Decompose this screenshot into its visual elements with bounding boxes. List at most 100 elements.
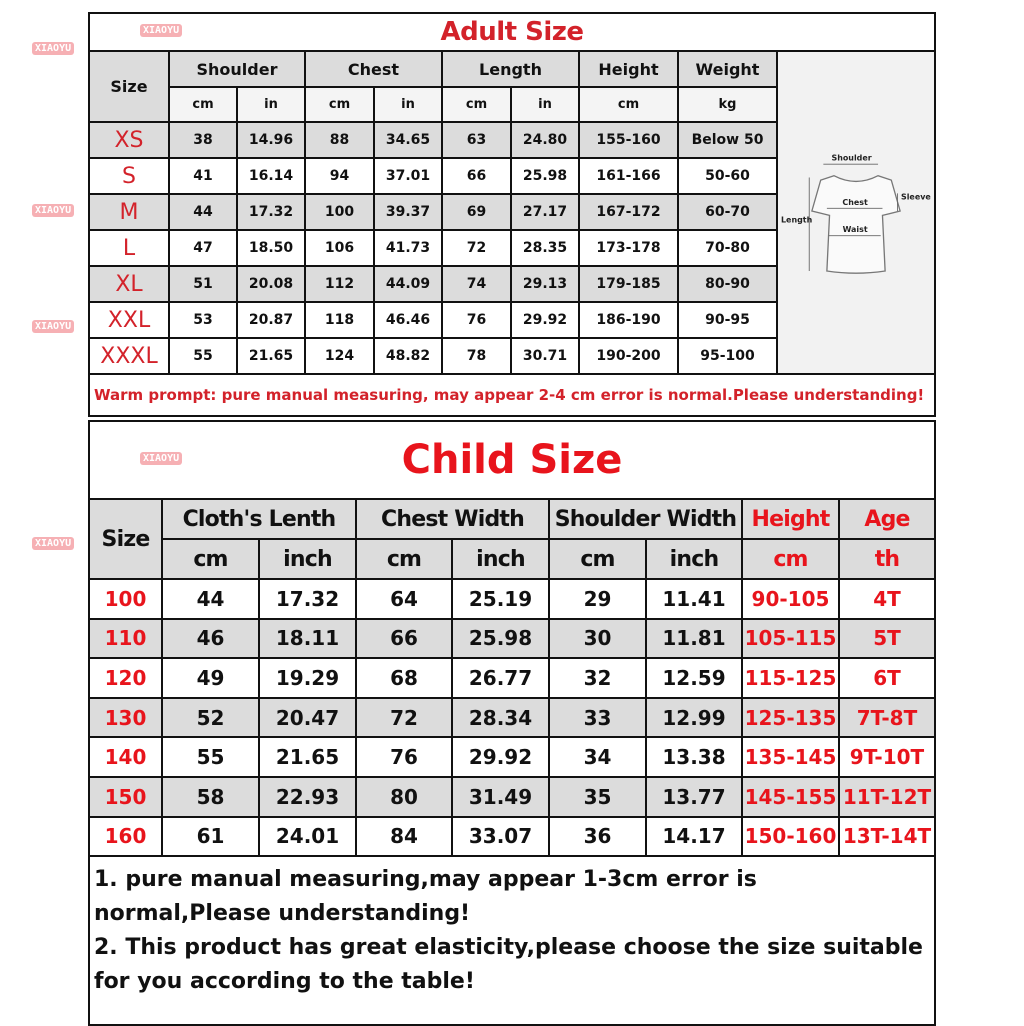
table-row: XXL 53 20.87 118 46.46 76 29.92 186-190 90-95 <box>88 301 935 339</box>
value-cell: 72 <box>441 229 512 267</box>
value-cell: 14.96 <box>236 121 306 159</box>
unit-header: cm <box>355 538 453 580</box>
value-cell: 135-145 <box>741 736 840 778</box>
value-cell: 74 <box>441 265 512 303</box>
value-cell: 161-166 <box>578 157 679 195</box>
value-cell: 88 <box>304 121 375 159</box>
watermark: XIAOYU <box>140 452 183 465</box>
value-cell: 31.49 <box>451 775 550 818</box>
title-row: Adult Size <box>87 12 937 52</box>
unit-header: cm <box>578 86 679 123</box>
value-cell: 44 <box>161 578 260 620</box>
unit-header: in <box>236 86 306 123</box>
size-cell: XL <box>88 265 170 303</box>
value-cell: 60-70 <box>677 193 778 231</box>
column-group-header: Weight <box>677 50 778 88</box>
diagram-label: Sleeves <box>901 192 931 201</box>
unit-header: cm <box>548 538 647 580</box>
value-cell: 155-160 <box>578 121 679 159</box>
size-cell: L <box>88 229 170 267</box>
value-cell: 167-172 <box>578 193 679 231</box>
note-line: 2. This product has great elasticity,ple… <box>94 935 923 995</box>
value-cell: 17.32 <box>258 578 357 620</box>
value-cell: 25.98 <box>510 157 580 195</box>
unit-header: in <box>510 86 580 123</box>
value-cell: 41.73 <box>373 229 443 267</box>
column-group-header: Chest <box>304 50 443 88</box>
table-row: 160 61 24.01 84 33.07 36 14.17 150-160 13T-14T <box>88 815 936 858</box>
value-cell: 68 <box>355 657 453 699</box>
value-cell: 47 <box>168 229 238 267</box>
notes-row: 1. pure manual measuring,may appear 1-3c… <box>88 855 936 1026</box>
value-cell: 78 <box>441 337 512 375</box>
unit-header: kg <box>677 86 778 123</box>
value-cell: 66 <box>355 617 453 660</box>
column-group-header: Length <box>441 50 580 88</box>
unit-row: cm inch cm inch cm inch cm th <box>89 538 936 580</box>
column-group-header: Chest Width <box>355 498 550 540</box>
value-cell: 7T-8T <box>838 696 936 739</box>
value-cell: 35 <box>548 775 647 818</box>
value-cell: 29.92 <box>451 736 550 778</box>
value-cell: 105-115 <box>741 617 840 660</box>
value-cell: 26.77 <box>451 657 550 699</box>
unit-header: cm <box>161 538 260 580</box>
diagram-label: Length <box>781 215 813 224</box>
value-cell: 100 <box>304 193 375 231</box>
value-cell: 90-105 <box>741 578 840 620</box>
value-cell: 37.01 <box>373 157 443 195</box>
table-row: 130 52 20.47 72 28.34 33 12.99 125-135 7T-8T <box>88 696 936 739</box>
value-cell: 29.92 <box>510 301 580 339</box>
value-cell: 46.46 <box>373 301 443 339</box>
adult-title: Adult Size <box>87 12 937 52</box>
child-size-table: Child Size Size Cloth's Lenth Chest Width Sh… <box>88 420 936 1026</box>
size-cell: 120 <box>88 657 163 699</box>
value-cell: Below 50 <box>677 121 778 159</box>
size-header: Size <box>88 50 170 123</box>
value-cell: 69 <box>441 193 512 231</box>
value-cell: 17.32 <box>236 193 306 231</box>
size-cell: S <box>88 157 170 195</box>
value-cell: 70-80 <box>677 229 778 267</box>
value-cell: 20.08 <box>236 265 306 303</box>
table-row: 150 58 22.93 80 31.49 35 13.77 145-155 11T-12T <box>88 775 936 818</box>
value-cell: 76 <box>441 301 512 339</box>
value-cell: 5T <box>838 617 936 660</box>
table-row: 110 46 18.11 66 25.98 30 11.81 105-115 5T <box>88 617 936 660</box>
unit-header: cm <box>304 86 375 123</box>
value-cell: 64 <box>355 578 453 620</box>
diagram-label: Shoulder <box>832 153 872 162</box>
size-cell: XS <box>88 121 170 159</box>
adult-size-table: Adult Size Size Shoulder Chest Length Height W… <box>87 12 937 417</box>
unit-header: cm <box>441 86 512 123</box>
value-cell: 18.11 <box>258 617 357 660</box>
size-cell: M <box>88 193 170 231</box>
value-cell: 28.34 <box>451 696 550 739</box>
value-cell: 90-95 <box>677 301 778 339</box>
value-cell: 55 <box>161 736 260 778</box>
watermark: XIAOYU <box>32 537 75 550</box>
child-title: Child Size <box>88 420 936 500</box>
value-cell: 173-178 <box>578 229 679 267</box>
value-cell: 20.47 <box>258 696 357 739</box>
value-cell: 55 <box>168 337 238 375</box>
size-cell: 160 <box>88 815 163 858</box>
value-cell: 61 <box>161 815 260 858</box>
value-cell: 49 <box>161 657 260 699</box>
value-cell: 24.01 <box>258 815 357 858</box>
value-cell: 20.87 <box>236 301 306 339</box>
value-cell: 13T-14T <box>838 815 936 858</box>
value-cell: 95-100 <box>677 337 778 375</box>
column-group-header: Shoulder Width <box>548 498 743 540</box>
value-cell: 19.29 <box>258 657 357 699</box>
diagram-label: Waist <box>843 225 868 234</box>
column-group-header: Age <box>838 498 936 540</box>
value-cell: 66 <box>441 157 512 195</box>
value-cell: 30.71 <box>510 337 580 375</box>
value-cell: 13.77 <box>645 775 743 818</box>
value-cell: 27.17 <box>510 193 580 231</box>
value-cell: 115-125 <box>741 657 840 699</box>
value-cell: 32 <box>548 657 647 699</box>
value-cell: 41 <box>168 157 238 195</box>
watermark: XIAOYU <box>140 24 183 37</box>
